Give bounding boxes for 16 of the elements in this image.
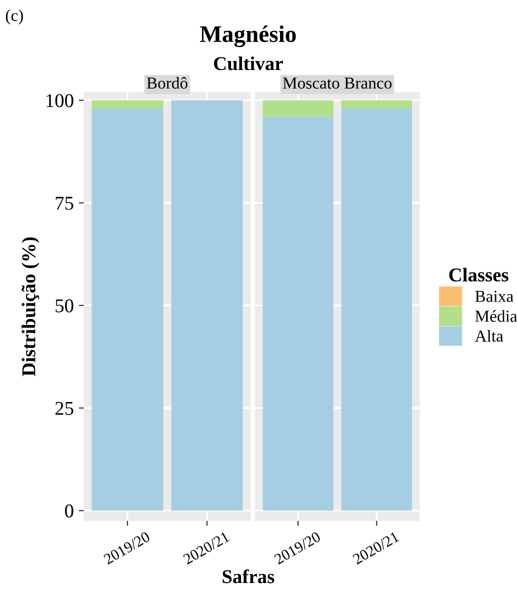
legend-title: Classes xyxy=(449,268,508,282)
chart-title: Moscato Branco xyxy=(282,78,392,89)
y-tick-label: 0 xyxy=(65,504,74,518)
text: Magnésio xyxy=(200,25,296,48)
text: Cultivar xyxy=(214,56,283,70)
y-axis-title: Distribuição (%) xyxy=(22,237,40,376)
chart-title: Bordô xyxy=(146,76,188,89)
y-tick-label: 75 xyxy=(56,196,74,210)
legend-label: Média xyxy=(475,310,517,322)
x-axis-title: Safras xyxy=(222,569,274,584)
legend-label: Baixa xyxy=(475,290,514,302)
y-tick-label: 50 xyxy=(56,299,74,312)
text: (c) xyxy=(6,9,23,24)
legend-label: Alta xyxy=(474,330,504,342)
y-tick-label: 100 xyxy=(46,94,74,108)
y-tick-label: 25 xyxy=(55,402,74,415)
